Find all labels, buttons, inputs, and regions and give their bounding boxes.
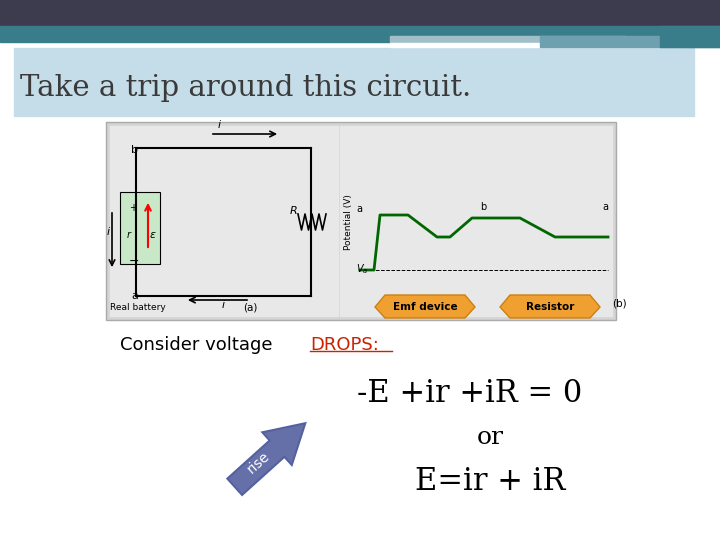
Text: i: i [222,300,225,310]
Text: R: R [290,206,298,216]
Bar [106,122,616,320]
Bar [110,126,338,316]
Text: a: a [356,204,362,214]
Text: $V_a$: $V_a$ [356,262,369,276]
Text: ε: ε [150,230,156,240]
Text: b: b [480,202,486,212]
Bar [390,43,680,47]
Text: rise: rise [244,449,272,477]
Bar [14,48,694,116]
Text: Potential (V): Potential (V) [343,194,353,250]
Bar [340,126,612,316]
Text: Emf device: Emf device [392,302,457,312]
Text: -E +ir +iR = 0: -E +ir +iR = 0 [357,377,582,408]
Text: DROPS:: DROPS: [310,336,379,354]
Text: b: b [131,145,138,155]
Text: (b): (b) [612,299,626,309]
Text: r: r [127,230,131,240]
Polygon shape [375,295,475,318]
Text: Take a trip around this circuit.: Take a trip around this circuit. [20,74,472,102]
Polygon shape [500,295,600,318]
Polygon shape [228,423,305,495]
Text: Consider voltage: Consider voltage [120,336,278,354]
Text: Real battery: Real battery [110,303,166,312]
Text: +: + [129,203,137,213]
Bar [660,26,720,47]
Text: or: or [477,427,503,449]
Text: Resistor: Resistor [526,302,574,312]
Text: i: i [218,120,221,130]
Bar [0,0,720,26]
Bar [0,26,720,42]
Text: a: a [602,202,608,212]
Text: i: i [107,227,110,237]
Bar [540,36,720,47]
Text: E=ir + iR: E=ir + iR [415,467,565,497]
Bar [390,36,625,43]
Text: −: − [129,255,140,268]
Text: (a): (a) [243,302,257,312]
Bar [120,192,160,264]
Text: a: a [131,291,138,301]
